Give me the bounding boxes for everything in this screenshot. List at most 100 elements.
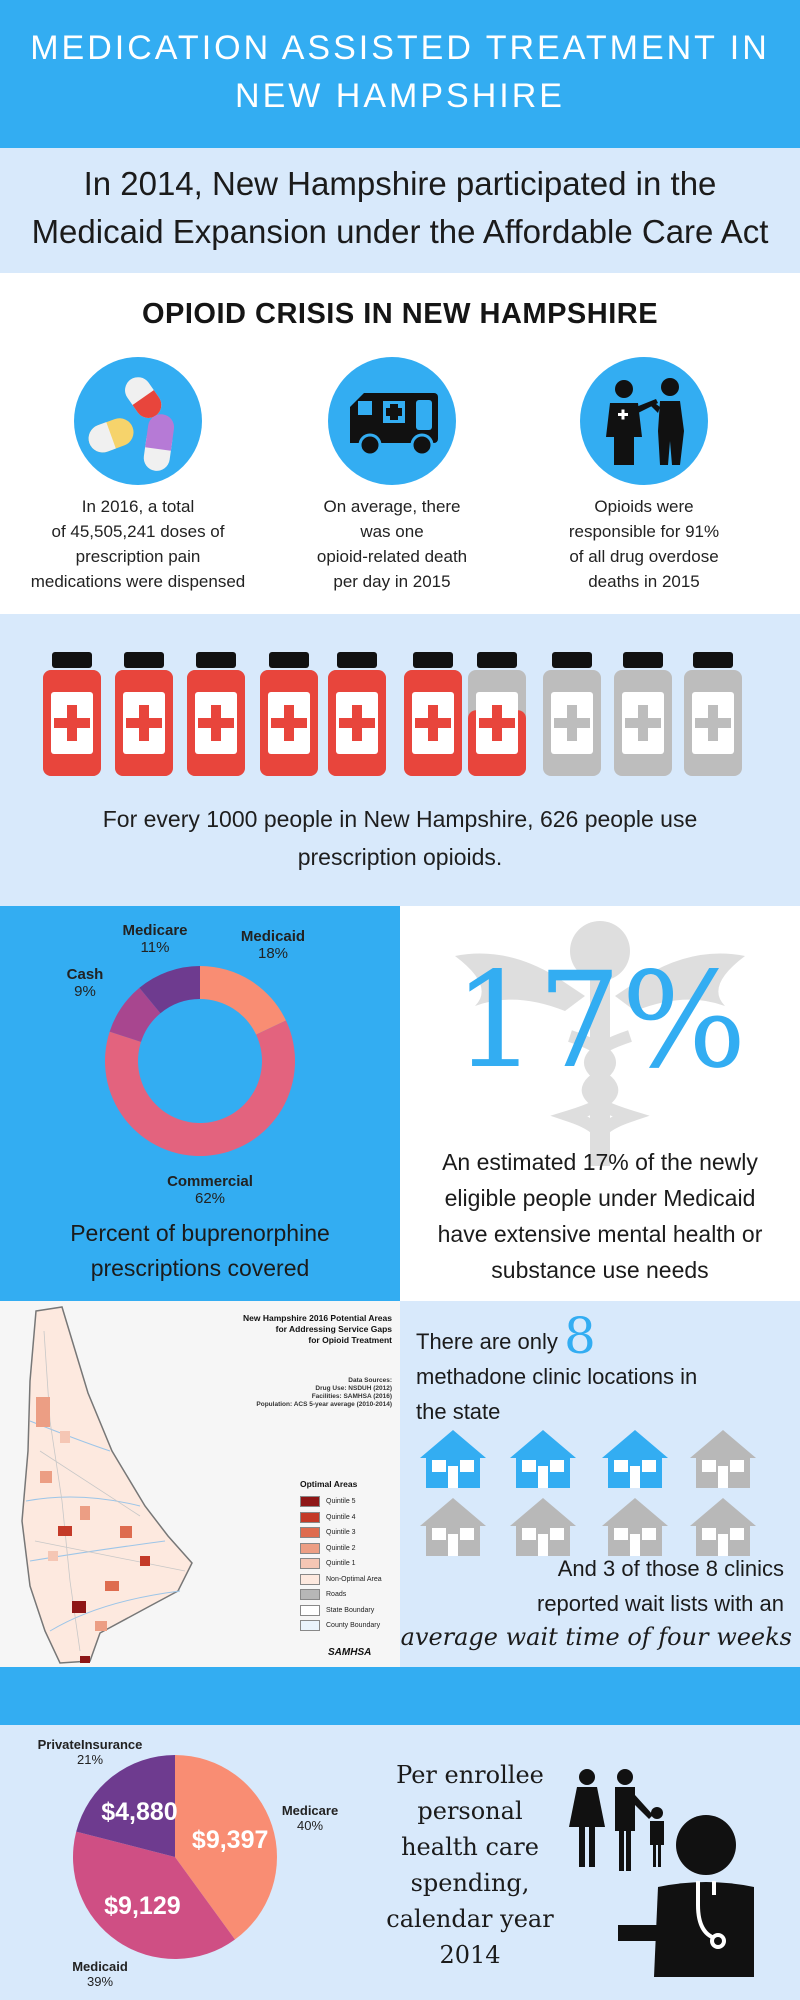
stat-overdose: Opioids were responsible for 91% of all … [519,494,769,594]
map-legend-label: Quintile 3 [326,1529,356,1537]
map-title-line: for Opioid Treatment [308,1335,392,1345]
mental-health-line: eligible people under Medicaid [444,1185,756,1211]
mental-health-panel: 17% An estimated 17% of the newly eligib… [400,906,800,1301]
map-legend-item: Quintile 2 [300,1541,400,1557]
buprenorphine-caption: Percent of buprenorphine prescriptions c… [0,1216,400,1286]
house-icon [690,1430,756,1488]
spending-line: personal [417,1797,523,1825]
buprenorphine-caption-line: prescriptions covered [90,1255,310,1281]
buprenorphine-panel: Medicare 11% Medicaid 18% Cash 9% Commer… [0,906,400,1301]
opioid-use-line: prescription opioids. [297,844,503,870]
pill-bottle-icon [328,652,386,776]
header-banner [0,0,800,148]
spending-text: Per enrollee personal health care spendi… [370,1757,570,1973]
map-legend-item: Non-Optimal Area [300,1572,400,1588]
clinic-line1-text: There are only [416,1329,558,1354]
pill-bottle-icon [614,652,672,776]
map-source-line: Data Sources: [348,1377,392,1384]
spending-slice [76,1755,175,1857]
clinic-panel: There are only 8 methadone clinic locati… [400,1301,800,1667]
label-private-insurance-name: PrivateInsurance [37,1737,143,1752]
stat-doses-line: prescription pain [75,547,201,566]
stat-doses-line: medications were dispensed [30,572,246,591]
label-medicaid-spend: Medicaid 39% [55,1959,145,1989]
map-legend-swatch [300,1620,320,1632]
house-icon [690,1498,756,1556]
intro-line2: Medicaid Expansion under the Affordable … [31,213,769,250]
map-legend: Quintile 5 Quintile 4 Quintile 3 Quintile 2… [300,1494,400,1634]
spending-line: 2014 [439,1941,501,1969]
clinic-line1: There are only 8 [416,1311,796,1361]
house-icon [420,1430,486,1488]
stat-doses: In 2016, a total of 45,505,241 doses of … [13,494,263,594]
map-source-line: Drug Use: NSDUH (2012) [315,1385,392,1392]
pill-bottle-icon [115,652,173,776]
label-medicare: Medicare 11% [110,922,200,956]
intro-band: In 2014, New Hampshire participated in t… [0,148,800,273]
stat-overdose-line: responsible for 91% [568,522,720,541]
map-legend-swatch [300,1589,320,1601]
stat-deaths: On average, there was one opioid-related… [267,494,517,594]
wait-line1: And 3 of those 8 clinics [557,1556,784,1581]
mental-health-line: An estimated 17% of the newly [442,1149,758,1175]
spending-slice-label: $4,880 [101,1798,177,1826]
label-cash-pct: 9% [74,983,96,1000]
stat-overdose-line: Opioids were [594,497,694,516]
stat-deaths-line: On average, there [323,497,461,516]
buprenorphine-slice [109,987,161,1042]
pill-bottle-icon [468,652,526,776]
pill-bottle-icon-row [43,652,742,776]
map-legend-swatch [300,1527,320,1539]
map-legend-label: County Boundary [326,1622,381,1630]
stat-overdose-line: of all drug overdose [569,547,719,566]
label-private-insurance-pct: 21% [76,1752,104,1767]
house-icon [602,1430,668,1488]
pills-icon [74,357,202,485]
map-legend-item: Quintile 3 [300,1525,400,1541]
mental-health-line: have extensive mental health or [437,1221,763,1247]
buprenorphine-slice [200,966,286,1035]
map-title-line: New Hampshire 2016 Potential Areas [243,1313,392,1323]
map-legend-label: Quintile 1 [326,1560,356,1568]
house-icon [420,1498,486,1556]
map-legend-item: County Boundary [300,1618,400,1634]
map-sources: Data Sources: Drug Use: NSDUH (2012) Fac… [182,1377,392,1409]
opioid-use-band: For every 1000 people in New Hampshire, … [0,614,800,906]
map-legend-swatch [300,1542,320,1554]
caduceus-icon [455,921,745,1166]
clinic-count: 8 [563,1307,596,1365]
stat-overdose-line: deaths in 2015 [588,572,700,591]
map-legend-swatch [300,1558,320,1570]
spending-slice-label: $9,397 [192,1826,268,1854]
map-legend-swatch [300,1511,320,1523]
house-icon [510,1430,576,1488]
map-legend-item: Roads [300,1587,400,1603]
label-medicaid-spend-pct: 39% [86,1974,114,1989]
spending-line: health care [401,1833,539,1861]
label-medicaid-pct: 18% [257,945,289,962]
spending-line: Per enrollee [396,1761,544,1789]
label-medicare-name: Medicare [122,922,188,939]
wait-time-text: average wait time of four weeks [400,1623,792,1651]
samhsa-logo: SAMHSA [328,1647,372,1658]
page-title-line2: NEW HAMPSHIRE [235,77,565,115]
stat-deaths-line: was one [360,522,424,541]
label-commercial: Commercial 62% [140,1173,280,1207]
spending-slice [175,1755,277,1940]
house-icon-grid [420,1430,756,1556]
map-legend-label: State Boundary [326,1606,375,1614]
spending-slice-label: $9,129 [104,1892,180,1920]
family-icon [569,1769,664,1871]
buprenorphine-caption-line: Percent of buprenorphine [70,1220,330,1246]
intro-text: In 2014, New Hampshire participated in t… [0,160,800,256]
map-title: New Hampshire 2016 Potential Areas for A… [182,1313,392,1346]
nh-map [21,1306,193,1664]
stat-deaths-line: per day in 2015 [333,572,451,591]
ambulance-icon [328,357,456,485]
pill-bottle-icon [43,652,101,776]
pill-bottle-icon [543,652,601,776]
pill-bottle-icon [260,652,318,776]
intro-line1: In 2014, New Hampshire participated in t… [83,165,717,202]
spending-slice [73,1831,235,1959]
label-cash-name: Cash [66,966,104,983]
